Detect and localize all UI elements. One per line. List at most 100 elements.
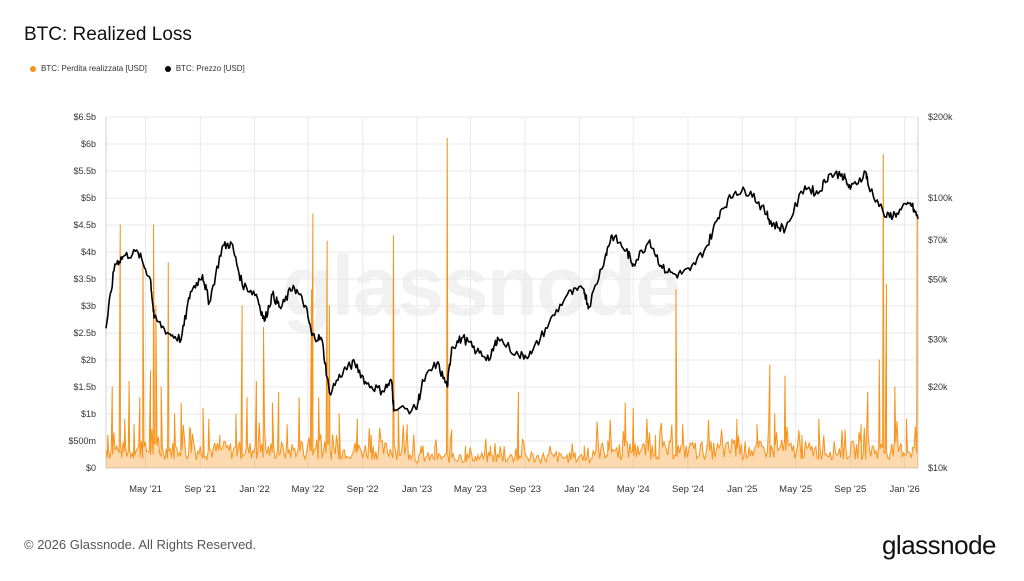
price-point xyxy=(675,274,677,276)
realized-loss-point xyxy=(894,386,896,388)
realized-loss-point xyxy=(116,445,118,447)
price-point xyxy=(632,263,634,265)
price-point xyxy=(304,305,306,307)
realized-loss-point xyxy=(278,391,280,393)
realized-loss-point xyxy=(555,451,557,453)
y-left-tick-label: $2b xyxy=(81,355,96,365)
realized-loss-point xyxy=(878,359,880,361)
price-point xyxy=(422,380,424,382)
price-point xyxy=(221,246,223,248)
price-point xyxy=(772,223,774,225)
price-point xyxy=(321,338,323,340)
realized-loss-point xyxy=(202,408,204,410)
realized-loss-point xyxy=(464,445,467,447)
x-tick-label: Jan '23 xyxy=(402,484,432,495)
realized-loss-point xyxy=(246,397,248,399)
realized-loss-point xyxy=(328,305,330,307)
price-point xyxy=(114,263,116,265)
price-point xyxy=(583,288,585,290)
price-point xyxy=(208,302,210,304)
x-tick-label: Jan '26 xyxy=(889,484,919,495)
price-point xyxy=(366,383,368,385)
price-point xyxy=(548,322,550,324)
realized-loss-point xyxy=(905,418,908,420)
realized-loss-point xyxy=(160,386,162,388)
price-point xyxy=(917,218,919,220)
realized-loss-point xyxy=(682,424,684,426)
realized-loss-point xyxy=(286,424,288,426)
x-tick-label: May '25 xyxy=(779,484,812,495)
legend-item-price[interactable]: BTC: Prezzo [USD] xyxy=(164,64,245,73)
price-point xyxy=(446,386,448,388)
price-point xyxy=(393,408,395,410)
price-point xyxy=(885,216,887,218)
price-point xyxy=(255,293,257,295)
realized-loss-point xyxy=(356,418,358,420)
price-point xyxy=(476,351,478,353)
realized-loss-point xyxy=(180,402,182,404)
price-point xyxy=(865,171,867,173)
realized-loss-point xyxy=(189,429,192,431)
realized-loss-line xyxy=(105,138,918,465)
price-point xyxy=(391,380,393,382)
price-line xyxy=(105,170,919,415)
price-point xyxy=(105,327,107,329)
realized-loss-point xyxy=(769,364,771,366)
realized-loss-point xyxy=(434,445,436,447)
realized-loss-point xyxy=(326,240,328,242)
price-point xyxy=(530,353,532,355)
realized-loss-point xyxy=(153,224,155,226)
price-point xyxy=(849,188,851,190)
realized-loss-point xyxy=(111,386,113,388)
legend-item-loss[interactable]: BTC: Perdita realizzata [USD] xyxy=(30,64,147,73)
y-right-tick-label: $200k xyxy=(928,112,953,122)
realized-loss-point xyxy=(882,154,884,156)
legend-loss-label: BTC: Perdita realizzata [USD] xyxy=(41,64,147,73)
price-point xyxy=(436,362,438,364)
glassnode-logo: glassnode xyxy=(881,530,997,560)
price-point xyxy=(611,234,613,236)
y-left-tick-label: $6.5b xyxy=(73,112,96,122)
x-tick-label: Sep '25 xyxy=(834,484,866,495)
price-point xyxy=(202,274,204,276)
price-point xyxy=(292,284,294,286)
x-tick-label: May '22 xyxy=(292,484,325,495)
price-point xyxy=(354,362,356,364)
price-point xyxy=(784,228,786,230)
price-point xyxy=(566,293,568,295)
realized-loss-point xyxy=(818,418,820,420)
price-point xyxy=(604,255,606,257)
realized-loss-point xyxy=(844,429,846,431)
realized-loss-area xyxy=(106,138,918,468)
x-tick-label: Jan '22 xyxy=(239,484,269,495)
realized-loss-point xyxy=(624,402,626,404)
price-point xyxy=(381,390,383,392)
price-point xyxy=(415,408,417,410)
x-tick-label: Sep '22 xyxy=(347,484,379,495)
y-left-tick-label: $4b xyxy=(81,247,96,257)
price-point xyxy=(123,255,125,257)
price-point xyxy=(190,291,192,293)
realized-loss-point xyxy=(133,424,135,426)
realized-loss-point xyxy=(530,451,532,453)
y-left-tick-label: $4.5b xyxy=(73,220,96,230)
legend-price-dot xyxy=(164,65,171,72)
realized-loss-point xyxy=(675,289,677,291)
price-point xyxy=(896,212,898,214)
price-point xyxy=(462,336,464,338)
price-point xyxy=(489,357,491,359)
legend-price-label: BTC: Prezzo [USD] xyxy=(175,64,245,73)
realized-loss-point xyxy=(392,235,395,237)
price-point xyxy=(271,293,273,295)
price-point xyxy=(817,193,819,195)
y-right-tick-label: $20k xyxy=(928,382,948,392)
price-point xyxy=(137,251,139,253)
y-left-tick-label: $2.5b xyxy=(73,328,96,338)
realized-loss-point xyxy=(381,440,383,442)
x-tick-label: May '24 xyxy=(617,484,650,495)
x-tick-label: Jan '24 xyxy=(564,484,594,495)
realized-loss-point xyxy=(149,370,152,372)
price-point xyxy=(328,392,330,394)
y-right-tick-label: $100k xyxy=(928,193,953,203)
